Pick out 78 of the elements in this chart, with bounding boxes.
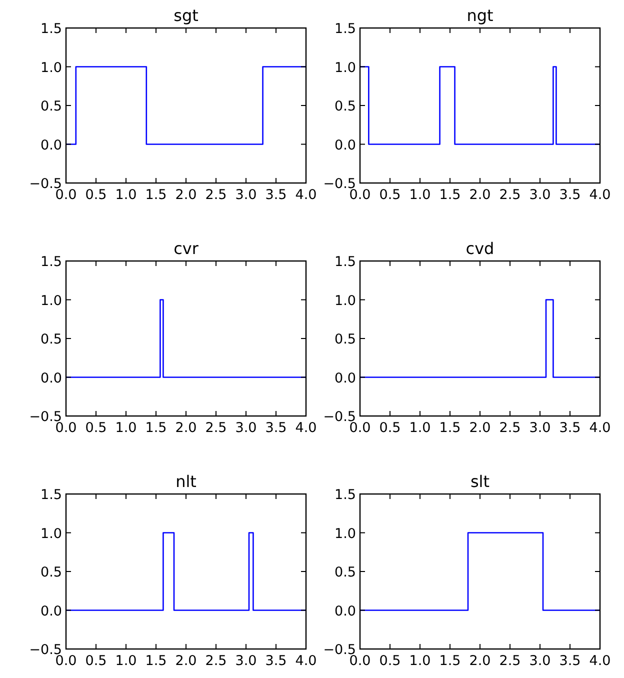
x-tick-label: 2.0 [469,420,491,436]
y-tick-label: 1.5 [40,487,62,503]
x-tick-label: 1.5 [439,420,461,436]
y-tick-label: 0.5 [334,98,356,114]
x-tick-label: 3.5 [559,420,581,436]
x-tick-label: 0.5 [85,187,107,203]
chart-title: nlt [176,472,196,491]
y-tick-label: 1.0 [334,526,356,542]
x-tick-label: 3.5 [559,187,581,203]
y-tick-label: 0.5 [40,332,62,348]
x-tick-label: 4.0 [295,187,317,203]
chart-title: slt [470,472,490,491]
x-tick-label: 2.5 [499,653,521,669]
y-tick-label: 1.5 [40,254,62,270]
x-tick-label: 2.5 [205,420,227,436]
y-tick-label: 0.0 [334,603,356,620]
y-tick-label: 1.5 [334,487,356,503]
x-tick-label: 3.5 [265,187,287,203]
x-tick-label: 4.0 [295,420,317,436]
x-tick-label: 2.5 [205,187,227,203]
chart-title: ngt [466,6,494,25]
y-tick-label: 0.0 [334,370,356,386]
y-tick-label: 0.0 [334,137,356,154]
x-tick-label: 4.0 [589,653,611,669]
x-tick-label: 3.0 [235,420,257,436]
y-tick-label: 1.5 [40,21,62,37]
x-tick-label: 1.0 [409,653,431,669]
x-tick-label: 1.0 [115,653,137,669]
chart-title: cvr [174,239,199,258]
y-tick-label: 0.5 [40,98,62,114]
x-tick-label: 2.0 [469,653,491,669]
x-tick-label: 1.5 [145,187,167,203]
x-tick-label: 1.5 [439,653,461,669]
y-tick-label: 1.5 [334,254,356,270]
chart-title: cvd [466,239,494,258]
x-tick-label: 4.0 [589,187,611,203]
y-tick-label: 1.0 [334,60,356,76]
x-tick-label: 3.0 [235,653,257,669]
y-tick-label: 1.0 [334,292,356,309]
y-tick-label: 0.5 [334,332,356,348]
x-tick-label: 2.5 [205,653,227,669]
x-tick-label: 4.0 [295,653,317,669]
y-tick-label: 1.0 [40,60,62,76]
y-tick-label: 0.5 [40,564,62,580]
x-tick-label: 0.5 [379,420,401,436]
y-tick-label: 0.0 [40,603,62,620]
y-tick-label: 0.0 [40,137,62,154]
x-tick-label: 3.0 [529,653,551,669]
y-tick-label: 0.0 [40,370,62,386]
x-tick-label: 3.5 [265,653,287,669]
x-tick-label: 3.5 [559,653,581,669]
chart-title: sgt [174,6,198,25]
x-tick-label: 1.0 [115,420,137,436]
x-tick-label: 3.0 [529,420,551,436]
x-tick-label: 2.0 [175,187,197,203]
x-tick-label: 0.5 [85,653,107,669]
y-tick-label: 1.0 [40,526,62,542]
x-tick-label: 1.0 [409,420,431,436]
x-tick-label: 1.5 [145,653,167,669]
x-tick-label: 2.0 [175,420,197,436]
x-tick-label: 1.5 [439,187,461,203]
y-tick-label: 0.5 [334,564,356,580]
x-tick-label: 3.0 [235,187,257,203]
x-tick-label: 1.5 [145,420,167,436]
y-tick-label: 1.0 [40,292,62,309]
x-tick-label: 2.5 [499,187,521,203]
y-tick-label: 1.5 [334,21,356,37]
x-tick-label: 1.0 [409,187,431,203]
x-tick-label: 3.0 [529,187,551,203]
x-tick-label: 1.0 [115,187,137,203]
x-tick-label: 2.5 [499,420,521,436]
x-tick-label: 3.5 [265,420,287,436]
x-tick-label: 0.5 [379,187,401,203]
x-tick-label: 0.5 [85,420,107,436]
x-tick-label: 4.0 [589,420,611,436]
x-tick-label: 2.0 [469,187,491,203]
x-tick-label: 2.0 [175,653,197,669]
x-tick-label: 0.5 [379,653,401,669]
